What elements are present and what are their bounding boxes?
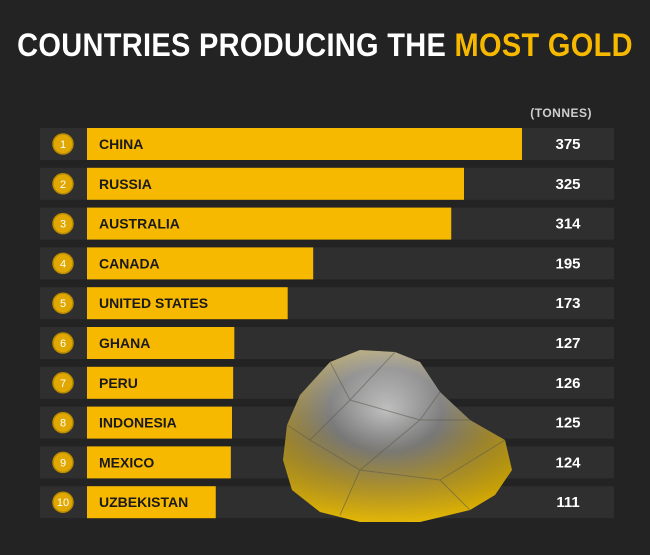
value-label: 375: [555, 136, 580, 153]
gold-nugget-image: [283, 350, 512, 522]
bar: [87, 287, 288, 320]
rank-badge: [52, 372, 74, 394]
bar: [87, 128, 522, 160]
bar: [87, 327, 235, 359]
value-label: 195: [555, 255, 580, 272]
rank-badge: [52, 292, 74, 314]
chart-title: COUNTRIES PRODUCING THE MOST GOLD: [0, 28, 650, 65]
value-label: 314: [555, 216, 581, 233]
rank-number: 4: [60, 258, 66, 270]
rank-number: 7: [60, 378, 66, 390]
rank-badge: [52, 252, 74, 275]
rank-number: 2: [60, 179, 66, 191]
value-label: 111: [556, 494, 579, 511]
category-label: CANADA: [99, 255, 160, 271]
title-main: COUNTRIES PRODUCING THE: [17, 28, 447, 64]
bar: [87, 446, 231, 479]
category-label: PERU: [99, 375, 138, 391]
bar: [87, 406, 232, 439]
rank-badge: [52, 212, 74, 235]
bar: [87, 167, 464, 200]
rank-badge: [52, 491, 74, 513]
rank-badge: [52, 173, 74, 195]
rank-badge: [52, 133, 74, 155]
bar: [87, 207, 452, 240]
category-label: CHINA: [99, 136, 143, 152]
rank-number: 6: [60, 338, 66, 350]
bar-rows: 1 CHINA 2 RUSSIA 3 AUSTRALIA 4 CANADA 5 UNITED ST…: [40, 128, 614, 519]
category-label: AUSTRALIA: [99, 216, 180, 232]
value-label: 126: [555, 375, 580, 392]
bar: [87, 366, 234, 399]
value-labels: 375 325 314 195 173 127 126 125 124 111: [555, 136, 581, 511]
title-highlight: MOST GOLD: [454, 28, 633, 64]
rank-number: 8: [60, 418, 66, 430]
rank-number: 9: [60, 457, 66, 469]
rank-number: 5: [60, 298, 66, 310]
rank-number: 1: [60, 139, 66, 151]
category-label: UNITED STATES: [99, 295, 208, 311]
value-label: 124: [555, 454, 581, 471]
value-label: 125: [555, 415, 580, 432]
unit-label: (TONNES): [530, 106, 592, 120]
value-label: 325: [555, 176, 580, 193]
rank-number: 10: [57, 497, 69, 509]
value-label: 173: [555, 295, 580, 312]
category-label: GHANA: [99, 335, 150, 351]
rank-number: 3: [60, 219, 66, 231]
rank-badge: [52, 411, 74, 434]
bar: [87, 486, 216, 519]
category-label: INDONESIA: [99, 415, 177, 431]
category-label: MEXICO: [99, 454, 154, 470]
bar: [87, 247, 314, 280]
rank-badge: [52, 451, 74, 474]
category-label: UZBEKISTAN: [99, 494, 188, 510]
rank-badge: [52, 332, 74, 354]
category-label: RUSSIA: [99, 176, 152, 192]
value-label: 127: [555, 335, 580, 352]
